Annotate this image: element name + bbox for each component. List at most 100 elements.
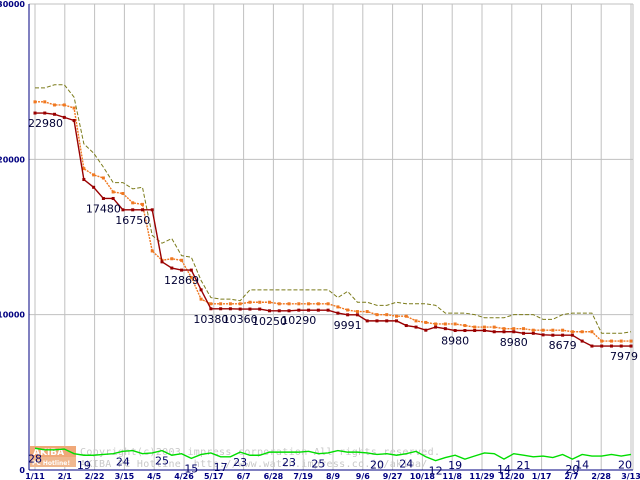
x-tick-label: 2/1 <box>58 472 72 480</box>
x-tick-label: 4/5 <box>147 472 161 480</box>
count-data-label: 24 <box>116 455 130 468</box>
count-data-label: 20 <box>565 463 579 476</box>
lowest-price-point <box>219 307 223 311</box>
upper-range-line <box>35 84 632 334</box>
lowest-price-point <box>82 178 86 182</box>
lowest-price-point <box>101 196 105 200</box>
average-price-point <box>424 320 428 324</box>
akiba-logo-top <box>30 446 76 457</box>
y-tick-label: 10000 <box>0 311 25 320</box>
average-price-series <box>33 100 633 343</box>
average-price-point <box>473 325 477 329</box>
average-price-point <box>180 258 184 262</box>
average-price-point <box>570 330 574 334</box>
x-tick-label: 2/7 <box>564 472 578 480</box>
y-tick-label: 20000 <box>0 155 25 164</box>
x-tick-label: 2/28 <box>591 472 611 480</box>
average-price-point <box>267 300 271 304</box>
lowest-price-point <box>492 330 496 334</box>
x-tick-label: 9/27 <box>383 472 403 480</box>
price-data-label: 12869 <box>164 274 199 287</box>
x-tick-label: 1/17 <box>532 472 552 480</box>
lowest-price-point <box>53 112 57 116</box>
average-price-point <box>590 330 594 334</box>
lowest-price-point <box>522 331 526 335</box>
lowest-price-point <box>570 333 574 337</box>
price-data-label: 8980 <box>441 335 469 348</box>
price-data-label: 8679 <box>549 339 577 352</box>
lowest-price-point <box>561 333 565 337</box>
price-data-label: 10250 <box>252 315 287 328</box>
average-price-point <box>219 302 223 306</box>
lowest-price-point <box>414 325 418 329</box>
lowest-price-point <box>473 329 477 333</box>
average-price-point <box>258 300 262 304</box>
lowest-price-point <box>600 344 604 348</box>
price-data-label: 9991 <box>334 319 362 332</box>
lowest-price-point <box>92 185 96 189</box>
x-tick-label: 7/19 <box>293 472 313 480</box>
akiba-logo-text: AKIBA <box>33 448 64 458</box>
hotline-logo-text: PC Hotline! <box>32 460 70 467</box>
price-data-label: 22980 <box>28 117 63 130</box>
average-price-point <box>365 310 369 314</box>
count-data-label: 12 <box>429 465 443 478</box>
lowest-price-line <box>35 112 631 347</box>
count-data-label: 15 <box>184 462 198 475</box>
lowest-price-point <box>131 208 135 212</box>
shop-count-series <box>34 447 632 462</box>
lowest-price-point <box>111 196 115 200</box>
average-price-point <box>326 302 330 306</box>
average-price-point <box>82 167 86 171</box>
lowest-price-point <box>541 333 545 337</box>
lowest-price-point <box>395 319 399 323</box>
lowest-price-point <box>180 268 184 272</box>
count-data-label: 14 <box>575 458 589 471</box>
lowest-price-point <box>326 308 330 312</box>
lowest-price-point <box>307 308 311 312</box>
copyright-line: Copyright(c)2003 impress corporation All… <box>80 447 440 458</box>
lowest-price-point <box>453 329 457 333</box>
x-tick-label: 10/18 <box>410 472 436 480</box>
data-series <box>33 84 633 462</box>
y-tick-labels: 0 10000 20000 30000 <box>0 0 25 475</box>
count-data-label: 21 <box>517 459 531 472</box>
average-price-point <box>72 106 76 110</box>
lowest-price-point <box>463 329 467 333</box>
average-price-point <box>33 100 37 104</box>
x-tick-label: 2/22 <box>85 472 105 480</box>
count-data-label: 25 <box>311 458 325 471</box>
axes <box>28 4 633 471</box>
price-data-label: 7979 <box>610 350 638 363</box>
lowest-price-point <box>609 344 613 348</box>
average-price-point <box>287 302 291 306</box>
x-tick-label: 8/9 <box>326 472 340 480</box>
count-data-label: 24 <box>399 458 413 471</box>
count-data-label: 19 <box>448 459 462 472</box>
count-data-label: 28 <box>28 452 42 465</box>
lowest-price-point <box>248 307 252 311</box>
x-tick-label: 3/13 <box>621 472 640 480</box>
lowest-price-point <box>629 344 633 348</box>
x-tick-label: 1/11 <box>25 472 45 480</box>
count-data-label: 17 <box>214 461 228 474</box>
x-tick-label: 9/6 <box>356 472 370 480</box>
lowest-price-point <box>160 260 164 264</box>
lowest-price-point <box>404 324 408 328</box>
average-price-point <box>355 310 359 314</box>
average-price-point <box>111 190 115 194</box>
upper-range-series <box>35 84 632 334</box>
average-price-point <box>551 328 555 332</box>
lowest-price-point <box>346 313 350 317</box>
average-price-point <box>170 257 174 261</box>
average-price-point <box>385 313 389 317</box>
average-price-point <box>541 328 545 332</box>
average-price-point <box>316 302 320 306</box>
price-data-label: 10360 <box>223 313 258 326</box>
average-price-point <box>453 322 457 326</box>
average-price-point <box>277 302 281 306</box>
lowest-price-point <box>150 208 154 212</box>
lowest-price-point <box>62 115 66 119</box>
count-data-label: 25 <box>155 455 169 468</box>
average-price-point <box>62 103 66 107</box>
